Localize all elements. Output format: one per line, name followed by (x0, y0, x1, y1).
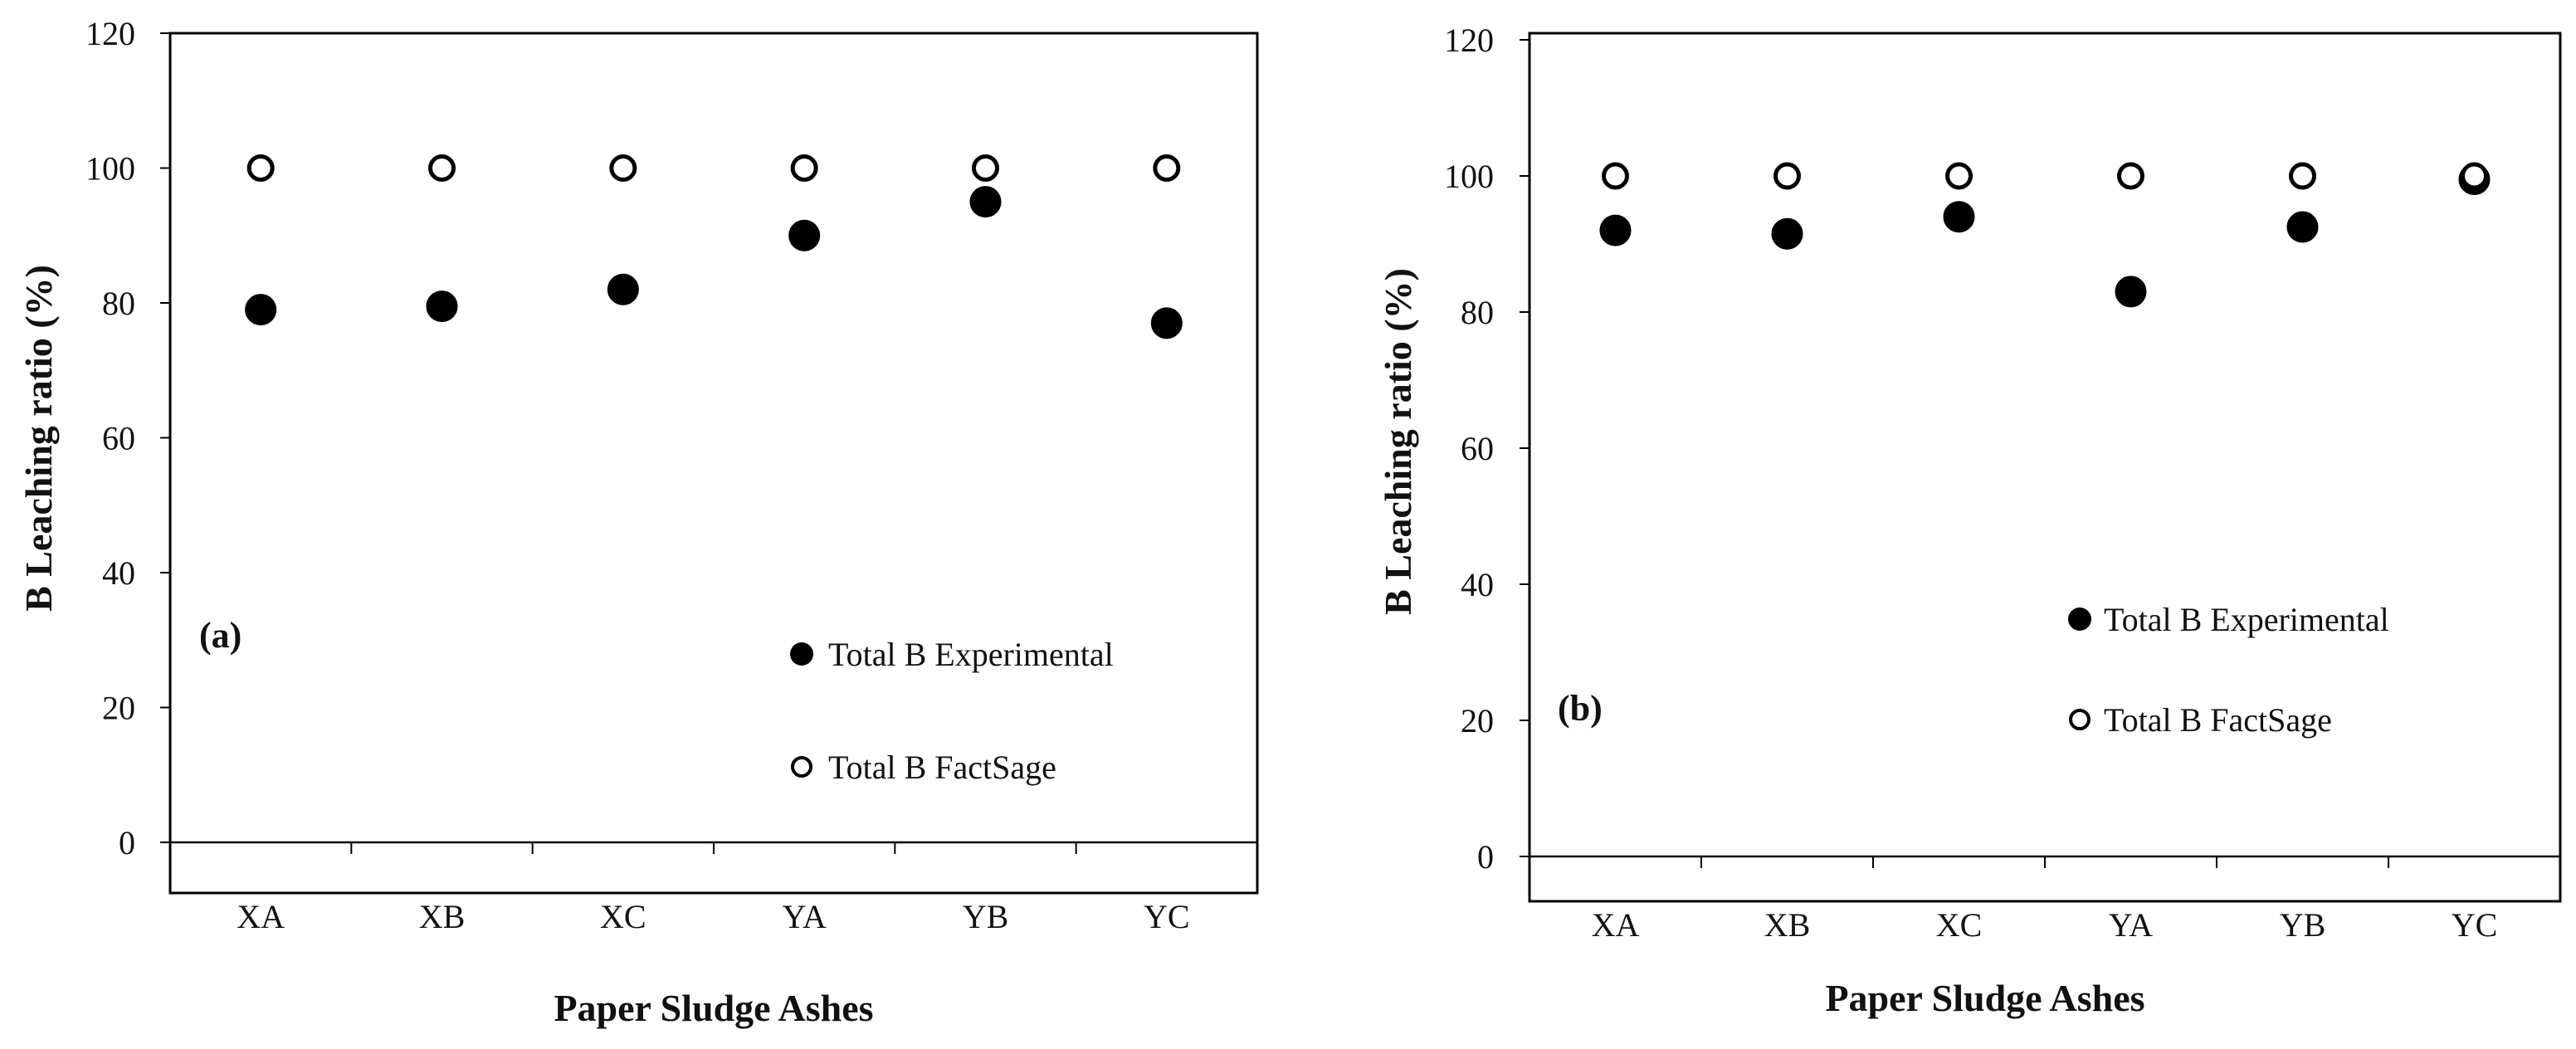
data-point-factsage (972, 154, 999, 182)
data-point-experimental (969, 186, 1002, 218)
legend-label-factsage: Total B FactSage (828, 749, 1056, 786)
y-tick-label: 120 (85, 15, 135, 52)
y-axis-title: B Leaching ratio (%) (17, 265, 60, 612)
data-point-factsage (2117, 162, 2144, 190)
panel-label: (b) (1558, 688, 1603, 729)
x-tick-label: XB (1764, 906, 1811, 944)
y-tick-label: 100 (85, 150, 135, 188)
plot-frame (1528, 32, 2562, 903)
y-tick-label: 40 (1461, 566, 1494, 603)
data-point-factsage (2289, 162, 2316, 190)
data-point-experimental (607, 273, 639, 305)
plot-frame (168, 32, 1259, 895)
data-point-experimental (1943, 201, 1975, 233)
x-axis-title: Paper Sludge Ashes (1825, 977, 2144, 1019)
y-axis-title: B Leaching ratio (%) (1377, 268, 1419, 615)
y-tick-label: 120 (1444, 22, 1494, 59)
y-tick-label: 80 (1461, 294, 1494, 331)
data-point-factsage (246, 154, 275, 182)
y-tick-label: 20 (102, 690, 135, 727)
x-tick-label: YC (1144, 898, 1190, 935)
legend-label-experimental: Total B Experimental (828, 636, 1114, 673)
data-point-experimental (245, 294, 277, 326)
x-tick-label: YB (2280, 906, 2326, 944)
x-axis-title: Paper Sludge Ashes (554, 987, 873, 1029)
data-point-factsage (428, 154, 456, 182)
x-tick-label: YA (2109, 906, 2153, 944)
chart-panel-a: 0 20 40 60 80 100 120 XA XB XC YA YB YC Paper Sludge … (17, 15, 1259, 1029)
data-point-factsage (2461, 162, 2488, 190)
data-point-experimental (2286, 211, 2319, 243)
chart-panel-b: 0 20 40 60 80 100 120 XA XB XC YA YB YC Paper Sludge … (1377, 22, 2562, 1019)
data-point-experimental (2115, 276, 2147, 308)
data-point-factsage (1602, 162, 1629, 190)
data-point-experimental (788, 219, 821, 251)
data-point-factsage (790, 154, 818, 182)
y-tick-label: 60 (102, 420, 135, 457)
x-tick-label: XC (600, 898, 646, 935)
data-point-experimental (426, 290, 458, 323)
legend-marker-experimental (2068, 607, 2091, 631)
x-tick-label: YB (963, 898, 1009, 935)
x-tick-label: XA (1592, 906, 1640, 944)
y-tick-label: 20 (1461, 702, 1494, 739)
legend-label-experimental: Total B Experimental (2104, 601, 2389, 638)
data-point-experimental (1150, 307, 1183, 339)
x-tick-label: XB (419, 898, 466, 935)
legend-marker-factsage (791, 756, 812, 778)
x-tick-label: YC (2452, 906, 2498, 944)
panel-label: (a) (199, 615, 242, 656)
y-tick-label: 40 (102, 554, 135, 592)
y-tick-label: 80 (102, 285, 135, 322)
x-tick-label: XA (237, 898, 285, 935)
data-point-factsage (1945, 162, 1973, 190)
y-tick-label: 60 (1461, 430, 1494, 467)
y-tick-label: 0 (119, 824, 135, 861)
x-tick-label: XC (1936, 906, 1983, 944)
data-point-factsage (609, 154, 637, 182)
y-tick-label: 0 (1477, 838, 1494, 876)
legend-marker-factsage (2069, 709, 2091, 730)
data-point-factsage (1153, 154, 1181, 182)
legend-label-factsage: Total B FactSage (2104, 701, 2332, 739)
data-point-experimental (1771, 217, 1803, 250)
data-point-experimental (1599, 214, 1632, 246)
data-point-factsage (1773, 162, 1801, 190)
legend-marker-experimental (790, 642, 813, 666)
y-tick-label: 100 (1444, 158, 1494, 195)
x-tick-label: YA (782, 898, 826, 935)
